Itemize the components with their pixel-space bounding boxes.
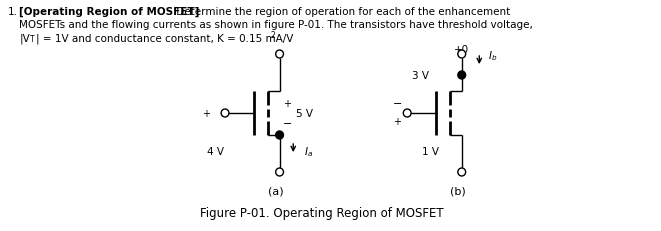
- Text: 1 V: 1 V: [422, 146, 439, 156]
- Text: +: +: [202, 109, 210, 119]
- Text: (a): (a): [268, 186, 284, 196]
- Circle shape: [276, 51, 284, 59]
- Text: (b): (b): [450, 186, 466, 196]
- Text: +: +: [393, 116, 401, 126]
- Text: $I_a$: $I_a$: [304, 144, 313, 158]
- Text: [Operating Region of MOSFET]: [Operating Region of MOSFET]: [19, 7, 200, 17]
- Circle shape: [276, 131, 284, 139]
- Text: 1.: 1.: [8, 7, 18, 17]
- Text: +: +: [284, 99, 292, 109]
- Circle shape: [221, 109, 229, 118]
- Circle shape: [458, 168, 465, 176]
- Text: −: −: [393, 99, 402, 109]
- Text: T: T: [30, 35, 35, 44]
- Text: −: −: [283, 119, 292, 128]
- Circle shape: [458, 72, 465, 80]
- Text: Figure P-01. Operating Region of MOSFET: Figure P-01. Operating Region of MOSFET: [200, 207, 444, 219]
- Text: 5 V: 5 V: [296, 109, 313, 119]
- Text: Determine the region of operation for each of the enhancement: Determine the region of operation for ea…: [173, 7, 511, 17]
- Text: 4 V: 4 V: [207, 146, 224, 156]
- Text: $I_b$: $I_b$: [488, 49, 498, 63]
- Circle shape: [458, 51, 465, 59]
- Text: MOSFETs and the flowing currents as shown in figure P-01. The transistors have t: MOSFETs and the flowing currents as show…: [19, 20, 533, 30]
- Text: 3 V: 3 V: [412, 71, 430, 81]
- Text: | = 1V and conductance constant, K = 0.15 mA/V: | = 1V and conductance constant, K = 0.1…: [36, 33, 293, 43]
- Text: 2: 2: [271, 31, 276, 40]
- Circle shape: [403, 109, 411, 118]
- Text: |V: |V: [19, 33, 30, 43]
- Circle shape: [276, 168, 284, 176]
- Text: +0: +0: [454, 45, 469, 55]
